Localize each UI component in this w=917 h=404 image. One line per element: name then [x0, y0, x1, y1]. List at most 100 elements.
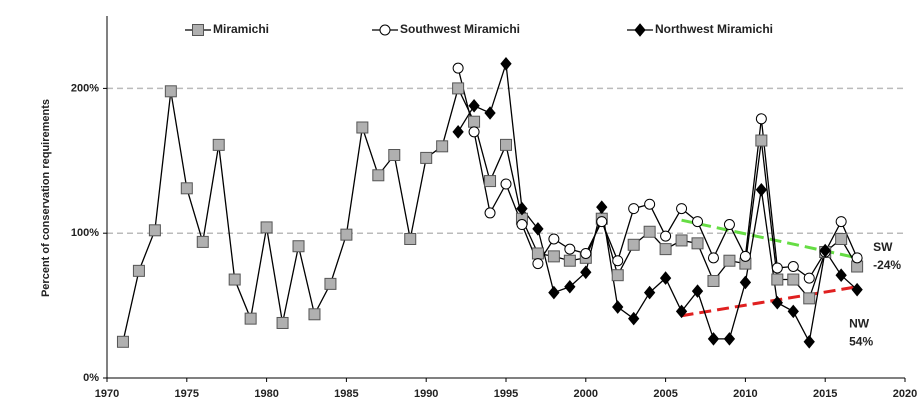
data-point: [771, 295, 783, 310]
data-point: [452, 62, 464, 74]
legend-label: Southwest Miramichi: [400, 22, 520, 36]
data-point: [564, 243, 576, 255]
data-point: [819, 243, 831, 258]
data-point: [404, 232, 417, 245]
data-point: [452, 125, 464, 139]
data-point: [116, 335, 129, 348]
x-tick-label: 1980: [254, 388, 278, 400]
data-point: [723, 219, 735, 231]
x-tick-label: 2015: [813, 388, 837, 400]
data-point: [787, 304, 799, 319]
data-point: [500, 57, 512, 71]
data-point: [659, 271, 672, 285]
data-point: [676, 203, 688, 215]
data-point: [596, 216, 608, 228]
data-point: [324, 277, 337, 290]
data-point: [228, 273, 241, 286]
data-point: [659, 243, 672, 256]
data-point: [707, 274, 720, 287]
y-tick-label: 0%: [83, 372, 99, 384]
data-point: [787, 261, 799, 273]
data-point: [212, 138, 225, 151]
data-point: [532, 258, 544, 270]
x-tick-label: 2020: [893, 388, 917, 400]
data-point: [675, 304, 688, 319]
data-point: [612, 300, 624, 314]
data-point: [196, 235, 209, 248]
data-point: [132, 264, 145, 277]
data-point: [660, 230, 672, 242]
data-point: [628, 203, 640, 215]
annotation: SW: [873, 240, 893, 254]
data-point: [835, 216, 847, 228]
data-point: [643, 225, 656, 238]
data-point: [484, 106, 496, 120]
x-tick-label: 1985: [334, 388, 358, 400]
data-point: [787, 273, 800, 286]
annotation: 54%: [849, 335, 873, 349]
data-point: [628, 311, 640, 326]
data-point: [292, 240, 305, 253]
data-point: [612, 255, 624, 267]
data-point: [691, 237, 704, 250]
data-point: [851, 252, 863, 264]
data-point: [356, 121, 369, 134]
x-tick-label: 1975: [175, 388, 199, 400]
data-point: [452, 82, 465, 95]
legend-label: Northwest Miramichi: [655, 22, 773, 36]
data-point: [563, 254, 576, 267]
data-point: [643, 285, 656, 300]
data-point: [340, 228, 353, 241]
y-axis-label: Percent of conservation requirements: [40, 99, 52, 297]
x-tick-label: 2000: [574, 388, 598, 400]
data-point: [420, 151, 433, 164]
data-point: [468, 98, 480, 113]
x-tick-label: 2005: [653, 388, 677, 400]
data-point: [548, 285, 560, 300]
data-point: [707, 252, 719, 264]
data-point: [707, 332, 720, 346]
data-point: [372, 169, 385, 182]
data-point: [500, 138, 512, 151]
data-point: [723, 332, 736, 346]
data-point: [260, 221, 273, 234]
legend-marker: [634, 23, 646, 37]
data-point: [611, 269, 624, 282]
annotation: -24%: [873, 258, 901, 272]
data-point: [564, 279, 576, 294]
data-point: [164, 85, 177, 98]
data-point: [803, 272, 815, 284]
data-point: [803, 292, 816, 305]
data-point: [755, 134, 768, 147]
y-tick-label: 100%: [71, 227, 99, 239]
x-tick-label: 1995: [494, 388, 518, 400]
x-tick-label: 1990: [414, 388, 438, 400]
data-point: [691, 284, 704, 298]
trend-line: [681, 285, 858, 318]
legend-marker: [379, 24, 391, 36]
data-point: [276, 316, 289, 329]
data-point: [436, 140, 449, 153]
data-point: [468, 126, 480, 138]
data-point: [516, 219, 528, 231]
data-point: [468, 115, 481, 128]
data-point: [851, 282, 863, 297]
data-point: [771, 273, 784, 286]
data-point: [596, 200, 608, 214]
data-point: [755, 113, 767, 125]
data-point: [244, 312, 257, 325]
data-point: [531, 247, 544, 260]
data-point: [547, 250, 560, 263]
data-point: [484, 175, 497, 188]
data-point: [739, 275, 752, 290]
data-point: [739, 250, 751, 262]
data-point: [308, 308, 321, 321]
data-point: [388, 149, 401, 162]
data-point: [835, 232, 848, 245]
data-point: [771, 262, 783, 274]
data-point: [755, 182, 768, 197]
data-point: [484, 207, 496, 219]
data-point: [500, 178, 512, 190]
data-point: [548, 233, 560, 245]
